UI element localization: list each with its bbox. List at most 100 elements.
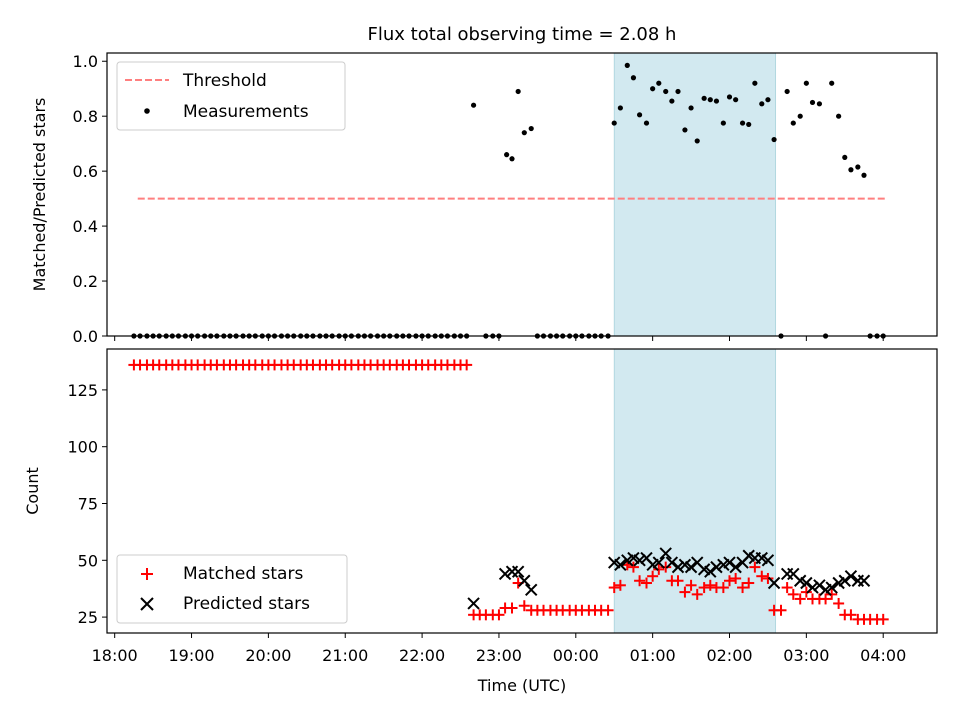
predicted-star-point <box>671 560 685 574</box>
bottom-xtick-label: 02:00 <box>706 646 752 665</box>
bottom-xtick-label: 04:00 <box>860 646 906 665</box>
top-ytick-label: 0.2 <box>73 272 98 291</box>
matched-star-point <box>781 582 793 594</box>
matched-star-point <box>608 582 620 594</box>
top-ytick-label: 0.4 <box>73 217 98 236</box>
bottom-xtick-label: 00:00 <box>553 646 599 665</box>
matched-star-point <box>698 582 710 594</box>
predicted-stars-points <box>467 547 871 610</box>
top-ytick-label: 0.8 <box>73 107 98 126</box>
matched-star-point <box>743 577 755 589</box>
matched-star-point <box>602 604 614 616</box>
matched-star-point <box>730 572 742 584</box>
matched-star-point <box>833 597 845 609</box>
matched-star-point <box>614 579 626 591</box>
matched-star-point <box>691 588 703 600</box>
predicted-star-point <box>704 565 717 578</box>
measurement-point <box>669 98 675 104</box>
measurement-point <box>713 98 720 104</box>
measurement-point <box>656 80 662 86</box>
top-observing-window-shade <box>613 52 777 337</box>
matched-star-point <box>627 561 639 573</box>
top-panel: Flux total observing time = 2.08 h 0.00.… <box>30 24 938 346</box>
predicted-star-point <box>806 581 819 594</box>
matched-stars-points <box>128 359 889 625</box>
matched-star-point <box>704 579 716 591</box>
measurement-point <box>752 80 758 86</box>
measurement-point <box>797 113 803 119</box>
measurement-point <box>509 156 515 162</box>
measurement-points <box>131 62 886 339</box>
matched-star-point <box>717 582 729 594</box>
bottom-xtick-label: 23:00 <box>476 646 522 665</box>
predicted-star-point <box>710 560 723 574</box>
measurement-point <box>688 105 694 111</box>
bottom-xtick-label: 21:00 <box>322 646 368 665</box>
predicted-star-point <box>761 554 775 567</box>
top-ytick-label: 1.0 <box>73 52 98 71</box>
measurement-point <box>759 101 765 107</box>
predicted-star-point <box>767 576 781 590</box>
measurement-point <box>663 88 669 95</box>
top-ytick-label: 0.6 <box>73 162 98 181</box>
measurement-point <box>624 62 630 68</box>
measurement-point <box>707 97 713 103</box>
predicted-star-point <box>511 565 525 578</box>
measurement-point <box>861 172 867 178</box>
measurement-point <box>816 101 823 107</box>
threshold-legend-label: Threshold <box>182 71 267 91</box>
matched-star-point <box>756 570 768 582</box>
top-panel-title: Flux total observing time = 2.08 h <box>368 24 677 45</box>
matched-star-point <box>762 572 774 584</box>
matched-star-point <box>672 575 684 587</box>
matched-star-point <box>506 602 518 614</box>
top-panel-axes: 0.0 0.2 0.4 0.6 0.8 1.0 <box>73 52 938 346</box>
matched-star-point <box>634 575 646 587</box>
matched-star-point <box>679 586 691 598</box>
bottom-panel-ylabel: Count <box>23 467 42 515</box>
measurement-point <box>726 94 733 100</box>
bottom-legend-frame <box>116 554 348 624</box>
measurement-point <box>771 136 777 143</box>
top-ytick-label: 0.0 <box>73 327 98 346</box>
predicted-star-point <box>729 560 742 574</box>
predicted-star-point <box>467 597 480 610</box>
measurement-point <box>650 86 656 92</box>
matched-stars-legend-label: Matched stars <box>183 564 303 584</box>
measurement-point <box>848 167 854 173</box>
bottom-ytick-label: 125 <box>67 381 98 400</box>
bottom-xtick-label: 03:00 <box>783 646 829 665</box>
bottom-panel: 25 50 75 100 125 18:00 19:00 20:00 21:00 22:00 23:… <box>23 348 938 695</box>
predicted-star-point <box>723 556 736 569</box>
matched-star-point <box>775 604 787 616</box>
predicted-star-point <box>633 554 646 567</box>
matched-star-point <box>724 575 735 587</box>
measurement-point <box>611 120 617 126</box>
measurement-point <box>855 164 861 170</box>
bottom-panel-xlabel: Time (UTC) <box>477 676 566 695</box>
matched-star-point <box>737 582 749 594</box>
matched-star-point <box>685 579 697 591</box>
measurement-point <box>765 97 771 103</box>
bottom-xtick-label: 01:00 <box>630 646 676 665</box>
predicted-star-point <box>844 569 858 583</box>
axes-frame <box>106 52 938 337</box>
bottom-ytick-label: 50 <box>78 551 98 570</box>
measurement-point <box>694 138 700 144</box>
matched-star-point <box>820 593 832 605</box>
predicted-star-point <box>652 556 666 569</box>
measurement-point <box>829 80 835 86</box>
measurement-point <box>675 88 681 95</box>
predicted-star-point <box>659 547 672 560</box>
matched-star-point <box>877 613 889 625</box>
measurement-point <box>784 88 790 95</box>
matched-star-point <box>461 359 473 371</box>
measurement-point <box>643 120 650 126</box>
predicted-stars-legend-swatch <box>140 597 154 611</box>
matched-star-point <box>647 570 659 582</box>
measurement-point <box>739 120 746 126</box>
predicted-stars-legend-label: Predicted stars <box>183 594 310 614</box>
predicted-star-point <box>498 567 512 581</box>
bottom-xtick-label: 18:00 <box>92 646 138 665</box>
predicted-star-point <box>665 556 679 569</box>
